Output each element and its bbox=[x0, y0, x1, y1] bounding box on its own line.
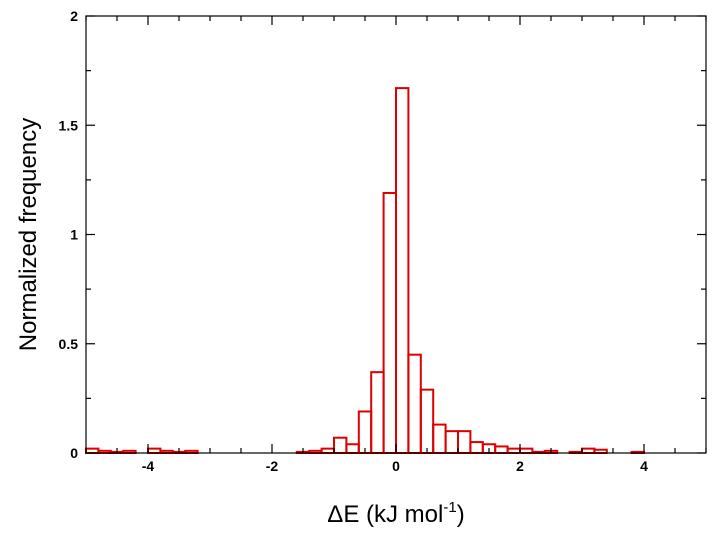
x-tick-label: 0 bbox=[392, 458, 400, 474]
x-tick-label: -4 bbox=[142, 458, 155, 474]
y-tick-label: 1.5 bbox=[59, 117, 79, 133]
histogram-bar bbox=[407, 353, 422, 454]
histogram-bar bbox=[345, 443, 360, 455]
histogram-bar bbox=[357, 410, 373, 454]
x-axis-title-symbol: ΔE bbox=[327, 501, 359, 528]
histogram-bar bbox=[457, 430, 472, 454]
x-tick-label: 2 bbox=[516, 458, 524, 474]
x-tick-label: 4 bbox=[640, 458, 648, 474]
histogram-bar bbox=[444, 430, 460, 454]
histogram-bar bbox=[320, 447, 336, 455]
plot-frame bbox=[85, 15, 707, 454]
x-axis-title-text: (kJ mol bbox=[359, 501, 443, 528]
x-axis-title-suffix: ) bbox=[457, 501, 465, 528]
y-tick-label: 0 bbox=[70, 445, 78, 461]
histogram-bar bbox=[494, 445, 509, 455]
y-axis-title: Normalized frequency bbox=[15, 118, 42, 351]
histogram-bar bbox=[469, 441, 484, 455]
histogram-bar bbox=[432, 423, 447, 455]
histogram-bar bbox=[382, 191, 398, 455]
histogram-bar bbox=[85, 447, 100, 455]
y-tick-label: 0.5 bbox=[59, 336, 79, 352]
histogram-bars bbox=[85, 87, 645, 455]
y-tick-label: 2 bbox=[70, 8, 78, 24]
histogram-bar bbox=[419, 388, 435, 455]
histogram-bar bbox=[333, 436, 348, 454]
x-tick-label: -2 bbox=[266, 458, 279, 474]
histogram-bar bbox=[395, 87, 410, 454]
histogram-bar bbox=[147, 447, 162, 455]
axis-tick-labels: -4 -2 0 2 4 0 0.5 1 1.5 2 bbox=[59, 8, 649, 474]
histogram-bar bbox=[370, 371, 385, 454]
histogram-bar bbox=[519, 447, 534, 455]
histogram-bar bbox=[581, 447, 596, 455]
x-axis-title-superscript: -1 bbox=[443, 499, 456, 516]
histogram-bar bbox=[506, 447, 522, 455]
x-axis-title: ΔE (kJ mol-1) bbox=[327, 499, 464, 528]
y-tick-label: 1 bbox=[70, 227, 78, 243]
